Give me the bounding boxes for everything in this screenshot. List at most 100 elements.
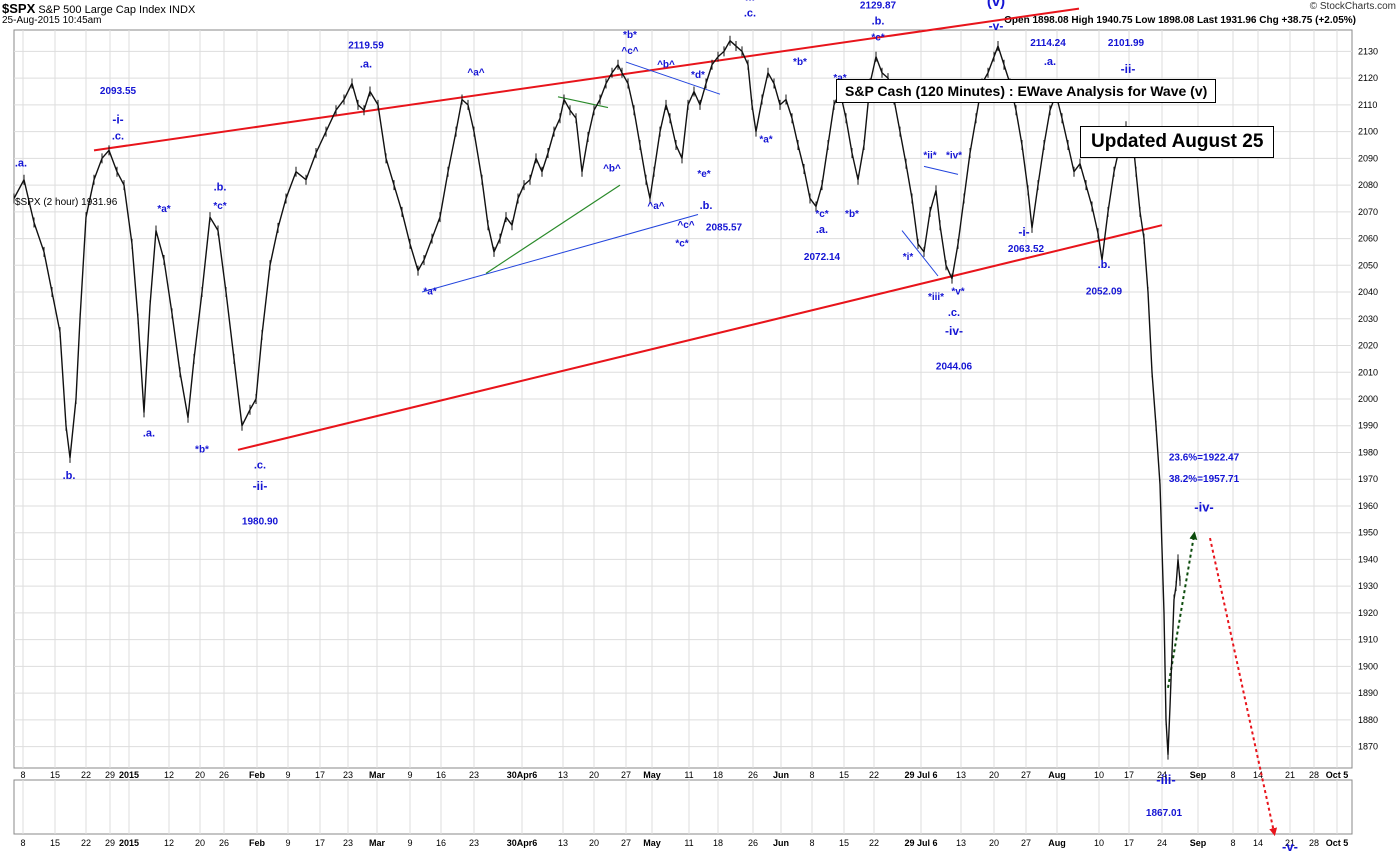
x-tick-label-lower: 26 [748, 838, 758, 848]
y-tick-label: 1940 [1358, 554, 1378, 564]
wave-label: ^b^ [657, 59, 675, 70]
x-tick-label-lower: 8 [20, 838, 25, 848]
wave-label: -iii- [741, 0, 759, 4]
y-tick-label: 2120 [1358, 73, 1378, 83]
wave-label: *b* [793, 57, 807, 68]
y-tick-label: 1950 [1358, 528, 1378, 538]
x-tick-label-lower: 15 [839, 838, 849, 848]
x-tick-label: 27 [621, 770, 631, 780]
wave-label: 2129.87 [860, 1, 897, 12]
x-tick-label: 23 [343, 770, 353, 780]
wave-label: .a. [15, 157, 27, 169]
wave-label: -iv- [1194, 499, 1214, 514]
y-tick-label: 2100 [1358, 127, 1378, 137]
x-tick-label: 13 [558, 770, 568, 780]
wave-label: *a* [759, 134, 772, 145]
y-tick-label: 2020 [1358, 341, 1378, 351]
x-tick-label: 17 [1124, 770, 1134, 780]
blue-trendline [901, 230, 939, 277]
series-legend: $SPX (2 hour) 1931.96 [15, 197, 118, 208]
x-tick-label: 2015 [119, 770, 139, 780]
x-tick-label: 8 [20, 770, 25, 780]
x-tick-label-lower: 13 [956, 838, 966, 848]
y-tick-label: 1920 [1358, 608, 1378, 618]
x-tick-label-lower: 22 [81, 838, 91, 848]
wave-label: *b* [623, 30, 637, 41]
wave-label: *i* [903, 252, 914, 263]
x-tick-label: 17 [315, 770, 325, 780]
wave-label: *v* [951, 287, 964, 298]
y-tick-label: 2080 [1358, 180, 1378, 190]
x-tick-label-lower: 24 [1157, 838, 1167, 848]
wave-label: ^a^ [467, 67, 484, 78]
x-tick-label-lower: 26 [219, 838, 229, 848]
x-tick-label-lower: 16 [436, 838, 446, 848]
x-tick-label: 15 [839, 770, 849, 780]
y-tick-label: 2000 [1358, 394, 1378, 404]
y-tick-label: 1900 [1358, 661, 1378, 671]
watermark: © StockCharts.com [1309, 1, 1396, 12]
x-tick-label-lower: 17 [1124, 838, 1134, 848]
x-tick-label-lower: 9 [285, 838, 290, 848]
wave-label: .c. [254, 460, 266, 472]
wave-label: 2072.14 [804, 252, 841, 263]
green-trendline [485, 184, 621, 274]
wave-label: *c* [815, 209, 828, 220]
y-tick-label: 1980 [1358, 447, 1378, 457]
wave-label: .a. [1044, 56, 1056, 68]
x-tick-label: 15 [50, 770, 60, 780]
wave-label: -i- [1018, 225, 1029, 239]
wave-label: 2101.99 [1108, 38, 1145, 49]
blue-trendline [421, 214, 699, 293]
x-tick-label: 13 [956, 770, 966, 780]
y-tick-label: 2070 [1358, 207, 1378, 217]
x-tick-label-lower: 12 [164, 838, 174, 848]
x-tick-label: Feb [249, 770, 266, 780]
y-tick-label: 1890 [1358, 688, 1378, 698]
y-tick-label: 2090 [1358, 153, 1378, 163]
wave-label: 1980.90 [242, 517, 279, 528]
updated-box: Updated August 25 [1080, 126, 1275, 158]
projection-down-arrow [1209, 537, 1278, 837]
wave-label: .b. [872, 16, 885, 28]
wave-label: .c. [744, 8, 756, 20]
x-tick-label: 29 Jul 6 [904, 770, 937, 780]
x-tick-label-lower: 17 [315, 838, 325, 848]
wave-label: *a* [833, 73, 846, 84]
x-tick-label: 9 [285, 770, 290, 780]
wave-label: -iii- [1156, 772, 1176, 787]
y-tick-label: 1970 [1358, 474, 1378, 484]
wave-label: *b* [845, 209, 859, 220]
x-tick-label-lower: May [643, 838, 661, 848]
y-tick-label: 2030 [1358, 314, 1378, 324]
wave-label: 1867.01 [1146, 808, 1183, 819]
x-tick-label: Mar [369, 770, 386, 780]
x-tick-label: Aug [1048, 770, 1066, 780]
x-tick-label-lower: Aug [1048, 838, 1066, 848]
x-tick-label: 12 [164, 770, 174, 780]
y-tick-label: 1880 [1358, 715, 1378, 725]
wave-label: 2052.09 [1086, 287, 1123, 298]
wave-label: .c. [112, 131, 124, 143]
x-tick-label: 26 [748, 770, 758, 780]
x-tick-label-lower: 9 [407, 838, 412, 848]
x-tick-label-lower: Jun [773, 838, 789, 848]
x-tick-label: 11 [684, 770, 693, 780]
x-tick-label: 29 [105, 770, 115, 780]
x-tick-label-lower: 20 [589, 838, 599, 848]
y-tick-label: 1990 [1358, 421, 1378, 431]
x-tick-label: 20 [989, 770, 999, 780]
x-tick-label-lower: 20 [195, 838, 205, 848]
x-tick-label: 23 [469, 770, 479, 780]
x-tick-label-lower: 15 [50, 838, 60, 848]
wave-label: *d* [691, 70, 705, 81]
x-tick-label-lower: 10 [1094, 838, 1104, 848]
x-tick-label: 28 [1309, 770, 1319, 780]
lower-panel-frame [13, 779, 1353, 835]
x-tick-label-lower: 29 [105, 838, 115, 848]
x-tick-label: 8 [1230, 770, 1235, 780]
channel-line [237, 224, 1163, 451]
x-tick-label-lower: 20 [989, 838, 999, 848]
wave-label: *c* [871, 33, 884, 44]
wave-label: -iv- [945, 324, 963, 338]
